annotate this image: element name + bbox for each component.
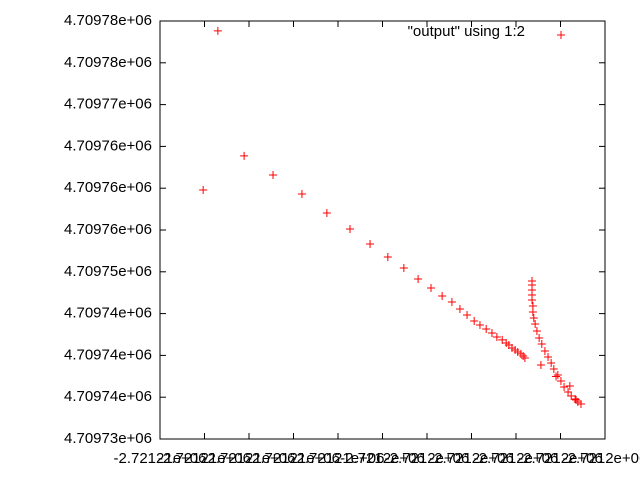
point [475, 320, 484, 329]
point [322, 208, 331, 217]
y-tick-label: 4.70975e+06 [64, 263, 152, 280]
point [547, 359, 556, 368]
point [383, 252, 392, 261]
point [564, 387, 573, 396]
point [346, 224, 355, 233]
x-tick-label: -2.72121e+06 [113, 450, 206, 467]
point [482, 324, 491, 333]
x-tick-label: -2.7212e+06 [429, 450, 514, 467]
y-tick-label: 4.70974e+06 [64, 388, 152, 405]
point [567, 392, 576, 401]
point [399, 264, 408, 273]
x-tick-label: -2.7212e+06 [474, 450, 559, 467]
point [447, 298, 456, 306]
point [528, 296, 537, 305]
y-tick-label: 4.70974e+06 [64, 346, 152, 363]
point [535, 333, 544, 342]
point [427, 283, 436, 292]
plot-frame [159, 20, 606, 440]
point [553, 371, 562, 380]
y-tick-label: 4.70974e+06 [64, 305, 152, 322]
point [492, 333, 501, 342]
point [576, 399, 585, 408]
x-tick-label: -2.7212e+06 [518, 450, 603, 467]
point [519, 352, 528, 361]
x-tick-label: -2.7212e+06 [340, 450, 425, 467]
point [528, 308, 537, 317]
y-tick-label: 4.70976e+06 [64, 137, 152, 154]
point [520, 354, 529, 363]
x-tick-label: -2.72121e+06 [158, 450, 251, 467]
point [532, 326, 541, 335]
point [537, 340, 546, 349]
point [498, 335, 507, 344]
legend-label: "output" using 1:2 [408, 23, 525, 40]
y-tick-label: 4.70978e+06 [64, 54, 152, 71]
point [540, 347, 549, 356]
y-tick-label: 4.70976e+06 [64, 221, 152, 238]
legend-marker [557, 31, 565, 39]
x-tick-label: -2.72121e+06 [202, 450, 295, 467]
point [269, 171, 278, 180]
y-tick-label: 4.70976e+06 [64, 179, 152, 196]
y-tick-label: 4.70978e+06 [64, 12, 152, 29]
point [556, 377, 565, 386]
x-tick-label: -2.7212e+06 [563, 450, 640, 467]
point [560, 382, 569, 391]
x-tick-label: -2.72121e+06 [291, 450, 384, 467]
point [487, 329, 496, 338]
point [297, 189, 306, 198]
x-tick-label: -2.72121e+06 [247, 450, 340, 467]
y-tick-label: 4.70977e+06 [64, 96, 152, 113]
point [529, 313, 538, 322]
point [463, 310, 472, 319]
point [531, 319, 540, 328]
point [572, 396, 581, 405]
point [470, 317, 479, 326]
x-tick-label: -2.7212e+06 [385, 450, 470, 467]
point [565, 382, 574, 391]
point [536, 361, 545, 370]
point [366, 240, 375, 249]
point [240, 151, 249, 160]
point [199, 185, 208, 194]
y-tick-label: 4.70973e+06 [64, 430, 152, 447]
point [549, 364, 558, 373]
point [455, 305, 464, 314]
point [552, 372, 561, 381]
point [213, 26, 222, 35]
point [544, 352, 553, 361]
point [414, 275, 423, 284]
point [438, 291, 447, 300]
